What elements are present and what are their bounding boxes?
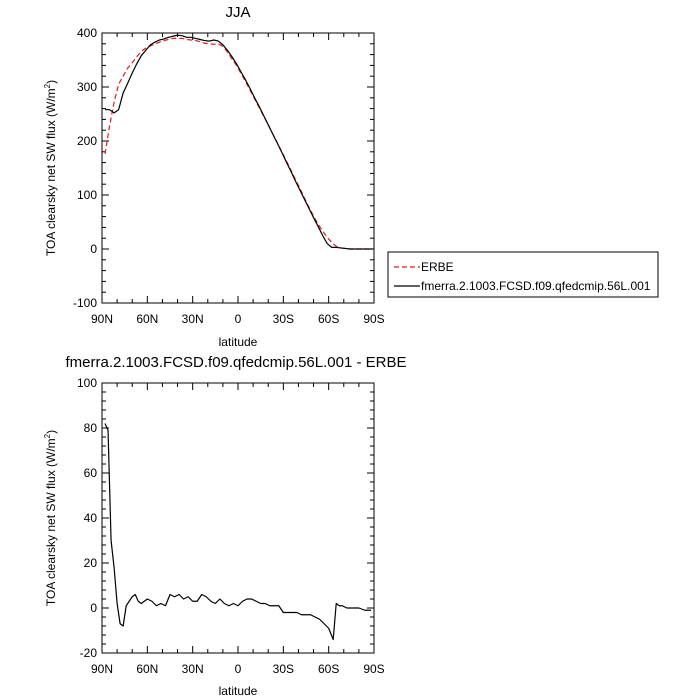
top-xtick-label: 60N xyxy=(136,312,158,326)
legend-label-model: fmerra.2.1003.FCSD.f09.qfedcmip.56L.001 xyxy=(421,279,651,293)
top-plot-ylabel-sup: 2 xyxy=(43,83,52,88)
top-plot-frame xyxy=(101,32,375,304)
top-plot-panel: JJA 90N 60N 30N 0 30S 60S 90S 400 300 200 100 0 -100… xyxy=(43,4,385,349)
bottom-ytick-label: 80 xyxy=(84,421,98,435)
top-xtick-label: 30N xyxy=(182,312,204,326)
top-xtick-label: 90N xyxy=(91,312,113,326)
bottom-plot-ylabel-main: TOA clearsky net SW flux (W/m xyxy=(44,438,58,606)
bottom-ytick-label: 100 xyxy=(77,376,97,390)
bottom-plot-panel: fmerra.2.1003.FCSD.f09.qfedcmip.56L.001 … xyxy=(43,354,407,698)
bottom-xtick-label: 30N xyxy=(182,662,204,676)
top-xtick-label: 60S xyxy=(318,312,339,326)
top-plot-ylabel-main: TOA clearsky net SW flux (W/m xyxy=(44,88,58,256)
bottom-series-line-difference xyxy=(104,423,371,641)
bottom-plot-frame xyxy=(101,382,375,654)
top-series-line-fmerra-2-1003-fcsd-f09-qfedcmip-56l-001 xyxy=(105,34,373,250)
bottom-plot-ylabel: TOA clearsky net SW flux (W/m2) xyxy=(43,430,58,606)
top-plot-axes: 90N 60N 30N 0 30S 60S 90S 400 300 200 100 0 -100 xyxy=(73,26,385,326)
bottom-plot-axes: 90N 60N 30N 0 30S 60S 90S 100 80 60 40 20 0 -20 xyxy=(77,376,385,676)
top-plot-series xyxy=(104,34,373,250)
top-plot-ylabel-close: ) xyxy=(44,80,58,84)
bottom-plot-xlabel: latitude xyxy=(219,684,258,698)
top-ytick-label: 300 xyxy=(77,80,97,94)
bottom-xtick-label: 90S xyxy=(363,662,384,676)
top-xtick-label: 90S xyxy=(363,312,384,326)
top-ytick-label: 100 xyxy=(77,188,97,202)
top-ytick-label: 200 xyxy=(77,134,97,148)
bottom-xtick-label: 60S xyxy=(318,662,339,676)
bottom-xtick-label: 0 xyxy=(235,662,242,676)
top-xtick-label: 0 xyxy=(235,312,242,326)
bottom-ytick-label: 40 xyxy=(84,511,98,525)
bottom-xtick-label: 60N xyxy=(136,662,158,676)
bottom-xtick-label: 30S xyxy=(273,662,294,676)
bottom-plot-series xyxy=(104,423,371,641)
top-ytick-label: 400 xyxy=(77,26,97,40)
legend-label-erbe: ERBE xyxy=(421,260,454,274)
top-xtick-label: 30S xyxy=(273,312,294,326)
top-plot-ylabel: TOA clearsky net SW flux (W/m2) xyxy=(43,80,58,256)
bottom-plot-ylabel-close: ) xyxy=(44,430,58,434)
bottom-ytick-label: 60 xyxy=(84,466,98,480)
bottom-xtick-label: 90N xyxy=(91,662,113,676)
top-ytick-label: -100 xyxy=(73,296,97,310)
bottom-plot-ylabel-sup: 2 xyxy=(43,433,52,438)
top-plot-xlabel: latitude xyxy=(219,335,258,349)
bottom-plot-title: fmerra.2.1003.FCSD.f09.qfedcmip.56L.001 … xyxy=(65,354,406,371)
legend-box xyxy=(387,251,659,298)
bottom-ytick-label: -20 xyxy=(80,646,98,660)
bottom-ytick-label: 0 xyxy=(90,601,97,615)
legend: ERBE fmerra.2.1003.FCSD.f09.qfedcmip.56L… xyxy=(387,251,659,298)
top-ytick-label: 0 xyxy=(90,242,97,256)
top-plot-title: JJA xyxy=(225,4,250,21)
bottom-ytick-label: 20 xyxy=(84,556,98,570)
top-series-line-erbe xyxy=(104,37,373,250)
